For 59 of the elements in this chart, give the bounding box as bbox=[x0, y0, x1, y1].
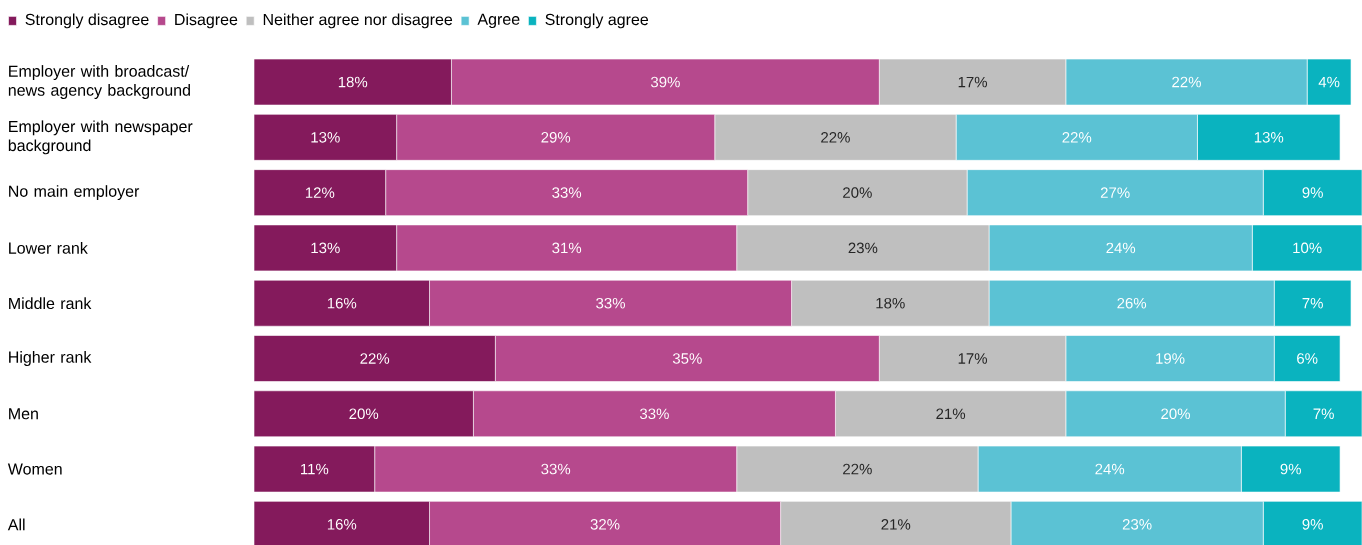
data-label: 19% bbox=[1156, 353, 1185, 364]
data-label: 7% bbox=[1302, 297, 1323, 309]
data-label: 16% bbox=[327, 297, 357, 309]
data-label: 18% bbox=[338, 76, 368, 88]
data-label: 22% bbox=[1172, 76, 1201, 88]
data-label: 35% bbox=[672, 353, 702, 364]
legend-label: Disagree bbox=[175, 13, 238, 29]
data-label: 21% bbox=[936, 408, 966, 420]
data-label: 9% bbox=[1280, 463, 1301, 475]
data-label: 23% bbox=[1122, 519, 1152, 530]
data-label: 39% bbox=[650, 76, 680, 88]
data-label: 24% bbox=[1106, 242, 1136, 254]
data-label: 11% bbox=[301, 463, 329, 475]
data-label: 23% bbox=[848, 242, 878, 254]
data-label: 22% bbox=[843, 463, 872, 475]
data-label: 22% bbox=[1062, 132, 1092, 143]
data-label: 20% bbox=[843, 187, 872, 198]
data-label: 13% bbox=[311, 132, 340, 143]
y-tick-label: No main employer bbox=[9, 185, 140, 201]
y-tick-label: Men bbox=[9, 408, 38, 420]
data-label: 4% bbox=[1318, 76, 1340, 88]
y-tick-label: All bbox=[7, 518, 25, 531]
y-tick-label: Employer with newspaper background bbox=[8, 120, 193, 155]
data-label: 7% bbox=[1313, 408, 1334, 420]
y-tick-label: Women bbox=[7, 463, 62, 475]
data-label: 16% bbox=[327, 519, 357, 530]
data-label: 18% bbox=[876, 297, 905, 309]
legend-label: Neither agree nor disagree bbox=[263, 13, 453, 29]
legend-label: Agree bbox=[477, 13, 520, 29]
data-label: 33% bbox=[552, 187, 582, 198]
data-label: 31% bbox=[552, 242, 582, 254]
data-label: 20% bbox=[349, 408, 379, 420]
data-label: 33% bbox=[639, 408, 669, 420]
data-label: 6% bbox=[1297, 353, 1318, 364]
legend-label: Strongly disagree bbox=[25, 13, 149, 29]
data-label: 9% bbox=[1302, 187, 1323, 198]
data-label: 26% bbox=[1117, 297, 1147, 309]
legend-label: Strongly agree bbox=[545, 13, 649, 29]
data-label: 17% bbox=[958, 353, 988, 364]
data-label: 29% bbox=[541, 132, 571, 143]
data-label: 27% bbox=[1100, 187, 1130, 198]
y-tick-label: Middle rank bbox=[9, 297, 92, 310]
data-label: 21% bbox=[881, 519, 911, 530]
data-label: 10% bbox=[1293, 242, 1322, 254]
data-label: 22% bbox=[360, 353, 390, 364]
data-label: 13% bbox=[311, 242, 340, 254]
data-label: 22% bbox=[821, 132, 850, 143]
y-tick-label: Higher rank bbox=[9, 351, 92, 366]
y-tick-label: Employer with broadcast/ news agency background bbox=[8, 65, 190, 100]
data-label: 33% bbox=[541, 463, 571, 475]
y-tick-label: Lower rank bbox=[9, 242, 88, 254]
data-label: 24% bbox=[1095, 463, 1125, 475]
data-label: 32% bbox=[590, 519, 620, 530]
data-label: 9% bbox=[1302, 519, 1323, 530]
data-label: 20% bbox=[1161, 408, 1190, 420]
data-label: 17% bbox=[958, 76, 988, 88]
data-label: 33% bbox=[596, 297, 626, 309]
data-label: 13% bbox=[1254, 132, 1284, 143]
data-label: 12% bbox=[305, 187, 335, 198]
